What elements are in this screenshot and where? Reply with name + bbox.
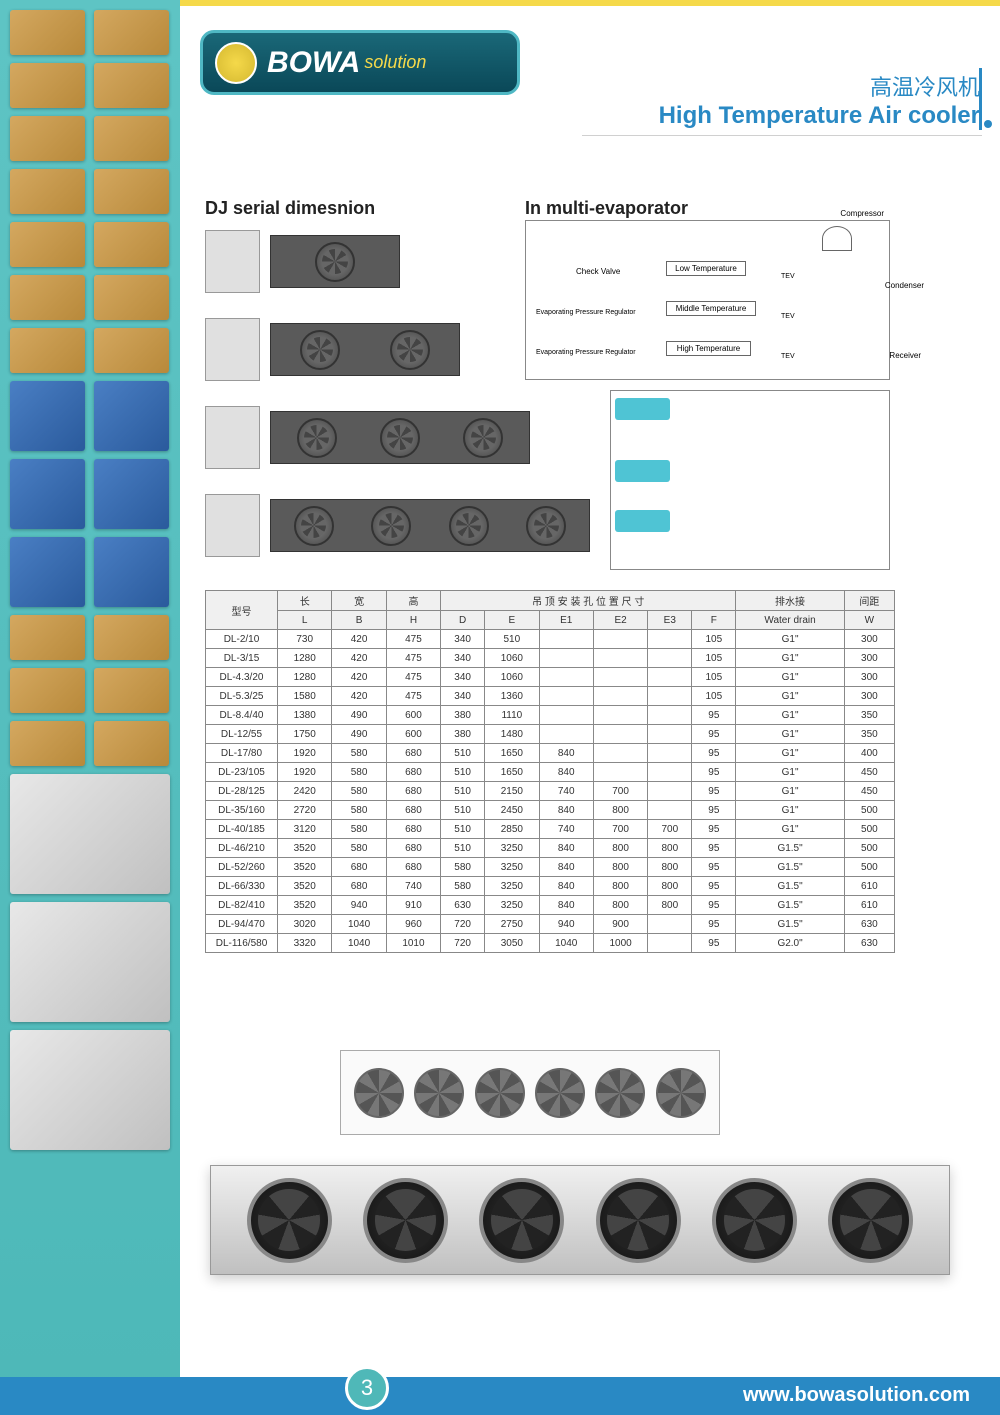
fan-unit-4 [270,499,590,552]
part-thumb [94,10,169,55]
fan-icon [315,242,355,282]
part-thumb [10,668,85,713]
dim-sideview [205,230,260,293]
evap-label: TEV [781,273,795,280]
fan-icon [449,506,489,546]
fan-icon [712,1178,797,1263]
title-chinese: 高温冷风机 [659,70,980,102]
part-thumb [10,169,85,214]
part-thumb [10,459,85,529]
part-thumb [10,328,85,373]
part-thumb [10,275,85,320]
evap-label: Receiver [889,351,921,360]
fan-icon [479,1178,564,1263]
fan-icon [656,1068,706,1118]
part-thumb [94,537,169,607]
title-underline [582,135,982,136]
evaporator-schematic: Low Temperature Middle Temperature High … [525,220,890,380]
fan-icon [463,418,503,458]
fan-icon [595,1068,645,1118]
fan-icon [247,1178,332,1263]
evap-unit-icon [615,460,670,482]
part-thumb [94,459,169,529]
fan-unit-3 [270,411,530,464]
part-thumb [94,169,169,214]
fan-icon [380,418,420,458]
product-photo [210,1165,950,1275]
evap-label: Evaporating Pressure Regulator [536,309,636,316]
fan-icon [390,330,430,370]
evap-label: TEV [781,313,795,320]
evap-label: Evaporating Pressure Regulator [536,349,636,356]
evap-label: Compressor [840,209,884,218]
assembly-thumb [10,902,170,1022]
page-title-block: 高温冷风机 High Temperature Air cooler [659,70,980,130]
fan-icon [414,1068,464,1118]
section-dj-title: DJ serial dimesnion [205,198,375,219]
part-thumb [10,537,85,607]
fan-icon [596,1178,681,1263]
evap-label: Low Temperature [666,261,746,276]
part-thumb [10,10,85,55]
logo-suffix: solution [364,52,426,73]
fan-unit-1 [270,235,400,288]
fan-icon [371,506,411,546]
evap-label: Condenser [885,281,924,290]
fan-icon [300,330,340,370]
part-thumb [10,381,85,451]
part-thumb [94,615,169,660]
assembly-thumb [10,1030,170,1150]
assembly-thumb [10,774,170,894]
title-divider [979,68,982,130]
logo-badge-icon [215,42,257,84]
product-sidebar [0,0,180,1415]
title-dot-icon [984,120,992,128]
footer-url: www.bowasolution.com [743,1384,970,1407]
thumbnail-grid [0,0,180,1160]
part-thumb [94,63,169,108]
fan-unit-2 [270,323,460,376]
part-thumb [10,116,85,161]
section-evap-title: In multi-evaporator [525,198,688,219]
brand-logo: BOWA solution [200,30,520,95]
part-thumb [94,222,169,267]
dim-sideview [205,494,260,557]
fan-icon [475,1068,525,1118]
part-thumb [94,275,169,320]
fan-icon [363,1178,448,1263]
dimension-table: 型号长宽高吊 顶 安 装 孔 位 置 尺 寸排水接间距LBHDEE1E2E3FW… [205,590,895,953]
part-thumb [94,381,169,451]
part-thumb [10,615,85,660]
dim-sideview [205,318,260,381]
part-thumb [94,721,169,766]
evap-label: TEV [781,353,795,360]
page-number: 3 [345,1366,389,1410]
fan-icon [297,418,337,458]
part-thumb [94,116,169,161]
fan-icon [828,1178,913,1263]
fan-icon [354,1068,404,1118]
evap-label: Middle Temperature [666,301,756,316]
fan-icon [526,506,566,546]
evap-unit-icon [615,398,670,420]
spec-table: 型号长宽高吊 顶 安 装 孔 位 置 尺 寸排水接间距LBHDEE1E2E3FW… [205,590,895,953]
catalog-page: BOWA solution 高温冷风机 High Temperature Air… [0,0,1000,1415]
title-english: High Temperature Air cooler [659,102,980,130]
evap-label: Check Valve [576,267,620,276]
evap-label: High Temperature [666,341,751,356]
fan-icon [294,506,334,546]
six-fan-drawing [340,1050,720,1135]
part-thumb [10,721,85,766]
evap-unit-icon [615,510,670,532]
fan-icon [535,1068,585,1118]
compressor-icon [822,226,852,251]
logo-brand: BOWA [267,46,360,80]
part-thumb [94,668,169,713]
part-thumb [94,328,169,373]
part-thumb [10,222,85,267]
part-thumb [10,63,85,108]
dim-sideview [205,406,260,469]
